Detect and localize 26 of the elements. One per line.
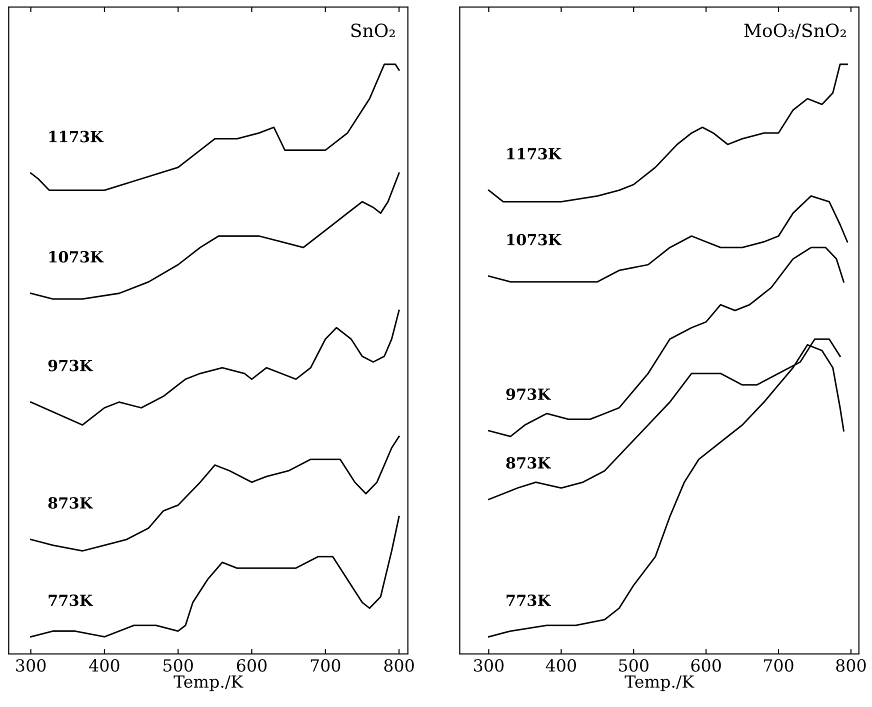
x-tick-label: 700 xyxy=(764,659,794,672)
series-label: 973K xyxy=(506,388,552,400)
text: 1073K xyxy=(49,251,104,263)
series-label: 873K xyxy=(506,457,552,469)
chart-title: SnO₂ xyxy=(351,24,395,38)
text: 1173K xyxy=(507,148,562,160)
x-tick-label: 300 xyxy=(16,659,46,672)
x-tick-label: 800 xyxy=(836,659,866,672)
series-label: 773K xyxy=(48,594,94,606)
x-tick-label: 500 xyxy=(619,659,648,672)
text: 1073K xyxy=(507,234,562,246)
x-tick-label: 300 xyxy=(474,659,504,672)
x-tick-label: 500 xyxy=(164,659,193,672)
text: 973K xyxy=(48,360,94,372)
x-tick-label: 400 xyxy=(546,659,576,672)
chart-title: MoO₃/SnO₂ xyxy=(744,24,846,39)
x-axis-title: Temp./K xyxy=(174,675,244,692)
x-tick-label: 400 xyxy=(89,659,120,672)
text: 1173K xyxy=(49,130,104,142)
x-tick-label: 800 xyxy=(384,659,414,672)
x-tick-label: 600 xyxy=(236,659,267,672)
x-tick-label: 700 xyxy=(310,659,340,672)
text: 873K xyxy=(48,497,94,509)
series-label: 773K xyxy=(506,594,552,606)
x-axis-title: Temp./K xyxy=(624,675,694,692)
x-tick-label: 600 xyxy=(691,659,721,672)
